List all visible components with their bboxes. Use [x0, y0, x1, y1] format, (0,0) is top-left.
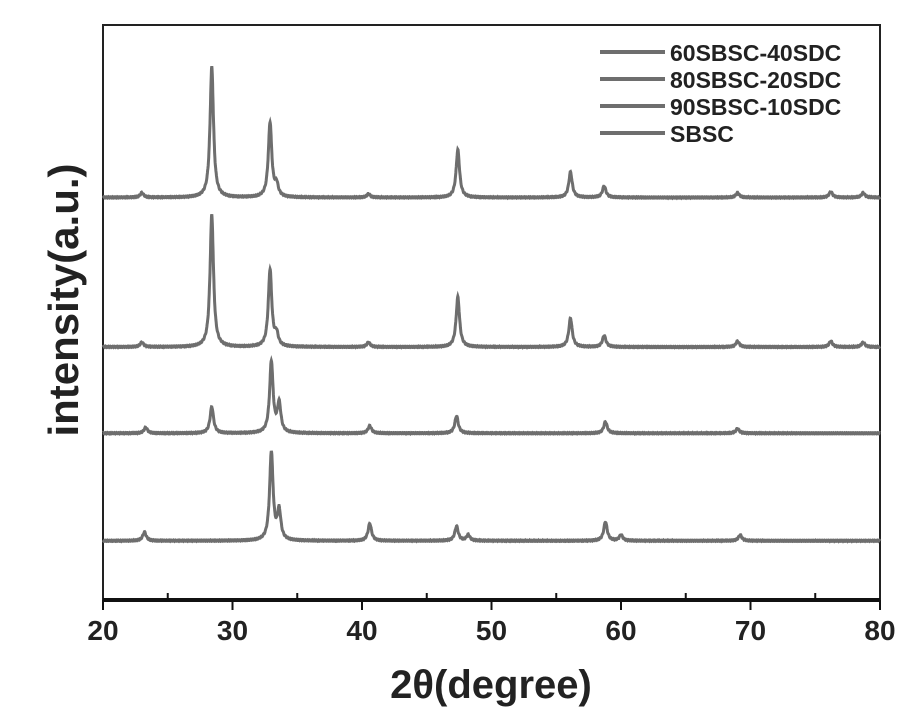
legend-label: 90SBSC-10SDC — [670, 94, 841, 120]
series-line-1 — [103, 214, 880, 348]
x-axis-label: 2θ(degree) — [390, 663, 592, 707]
x-tick-label: 30 — [217, 615, 248, 646]
x-tick-label: 60 — [605, 615, 636, 646]
legend-label: 60SBSC-40SDC — [670, 40, 841, 66]
x-tick-label: 70 — [735, 615, 766, 646]
x-tick-label: 80 — [864, 615, 895, 646]
series-line-3 — [103, 451, 880, 542]
legend-label: SBSC — [670, 121, 734, 147]
legend-label: 80SBSC-20SDC — [670, 67, 841, 93]
x-tick-label: 20 — [87, 615, 118, 646]
x-tick-label: 50 — [476, 615, 507, 646]
y-axis-label: intensity(a.u.) — [40, 163, 87, 436]
x-tick-label: 40 — [346, 615, 377, 646]
series-line-2 — [103, 361, 880, 434]
